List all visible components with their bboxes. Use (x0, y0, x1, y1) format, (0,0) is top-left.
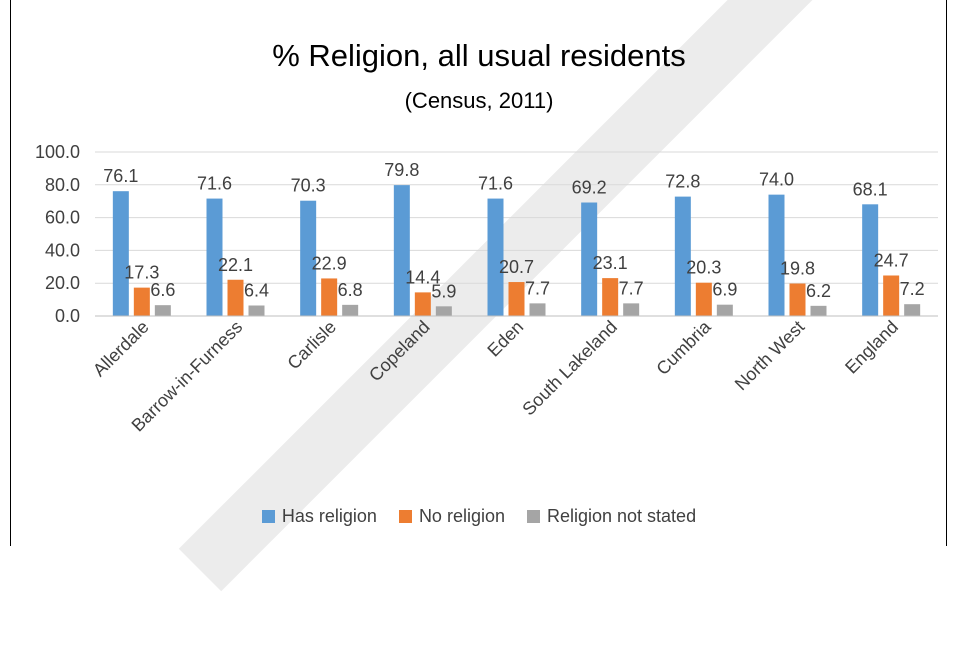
data-label: 23.1 (593, 253, 628, 273)
legend: Has religion No religion Religion not st… (0, 506, 958, 527)
bar-has-religion (768, 194, 785, 316)
legend-item-no-religion: No religion (398, 506, 505, 527)
bar-has-religion (393, 185, 410, 316)
x-tick-label: Cumbria (652, 316, 715, 379)
y-tick-label: 20.0 (45, 273, 80, 293)
legend-swatch-no-religion (398, 510, 412, 523)
data-label: 5.9 (431, 281, 456, 301)
data-label: 71.6 (478, 174, 513, 194)
x-tick-label: Copeland (365, 317, 434, 386)
data-label: 22.1 (218, 255, 253, 275)
y-tick-label: 0.0 (55, 306, 80, 326)
data-label: 6.8 (338, 280, 363, 300)
data-label: 17.3 (124, 263, 159, 283)
data-label: 71.6 (197, 174, 232, 194)
data-label: 19.8 (780, 259, 815, 279)
data-label: 6.9 (712, 280, 737, 300)
x-tick-label: North West (731, 317, 809, 395)
data-label: 6.2 (806, 281, 831, 301)
legend-item-has-religion: Has religion (261, 506, 377, 527)
data-label: 24.7 (874, 250, 909, 270)
bar-chart: 0.0 20.0 40.0 60.0 80.0 100.0 76.1 17.36.6 Aller… (35, 142, 938, 436)
bar-no-religion (414, 292, 431, 316)
bar-religion-not-stated (248, 305, 265, 316)
bar-religion-not-stated (529, 303, 546, 316)
x-tick-label: Carlisle (283, 317, 340, 374)
data-label: 76.1 (103, 166, 138, 186)
bar-has-religion (487, 198, 504, 316)
chart-frame (10, 0, 947, 546)
bar-religion-not-stated (154, 305, 171, 316)
bar-no-religion (695, 282, 712, 316)
bar-religion-not-stated (623, 303, 640, 316)
data-label: 6.4 (244, 281, 269, 301)
x-tick-label: Eden (483, 317, 527, 361)
data-label: 7.7 (619, 278, 644, 298)
bar-has-religion (206, 198, 223, 316)
bar-no-religion (133, 287, 150, 316)
bar-no-religion (602, 278, 619, 316)
y-tick-label: 40.0 (45, 240, 80, 260)
data-label: 7.2 (900, 279, 925, 299)
bar-religion-not-stated (435, 306, 452, 316)
data-label: 72.8 (665, 172, 700, 192)
legend-item-religion-not-stated: Religion not stated (526, 506, 697, 527)
legend-swatch-has-religion (261, 510, 275, 523)
bar-has-religion (674, 196, 691, 316)
bar-has-religion (581, 202, 598, 316)
legend-label-no-religion: No religion (418, 506, 505, 526)
data-label: 14.4 (405, 267, 440, 287)
bar-no-religion (321, 278, 338, 316)
data-label: 79.8 (384, 160, 419, 180)
x-tick-label: Allerdale (89, 317, 153, 381)
y-tick-label: 60.0 (45, 208, 80, 228)
data-label: 22.9 (312, 253, 347, 273)
data-label: 68.1 (853, 179, 888, 199)
bar-no-religion (789, 283, 806, 316)
data-label: 20.3 (686, 258, 721, 278)
bar-religion-not-stated (716, 304, 733, 316)
chart-subtitle: (Census, 2011) (404, 88, 554, 113)
x-tick-label: England (841, 317, 902, 378)
chart-title: % Religion, all usual residents (272, 38, 686, 73)
data-label: 69.2 (572, 178, 607, 198)
legend-label-religion-not-stated: Religion not stated (546, 506, 697, 526)
data-label: 7.7 (525, 278, 550, 298)
legend-label-has-religion: Has religion (281, 506, 377, 526)
bar-no-religion (508, 282, 525, 316)
bar-no-religion (883, 275, 900, 316)
bar-no-religion (227, 279, 244, 316)
x-tick-label: South Lakeland (518, 317, 621, 420)
data-label: 70.3 (291, 176, 326, 196)
bar-has-religion (112, 191, 129, 316)
y-tick-label: 80.0 (45, 175, 80, 195)
y-tick-label: 100.0 (35, 142, 80, 162)
data-label: 74.0 (759, 170, 794, 190)
bar-religion-not-stated (342, 304, 359, 316)
data-label: 6.6 (150, 280, 175, 300)
bar-religion-not-stated (810, 305, 827, 316)
bar-religion-not-stated (904, 304, 921, 316)
data-label: 20.7 (499, 257, 534, 277)
legend-swatch-religion-not-stated (526, 510, 540, 523)
bar-has-religion (300, 200, 317, 316)
bar-has-religion (862, 204, 879, 316)
